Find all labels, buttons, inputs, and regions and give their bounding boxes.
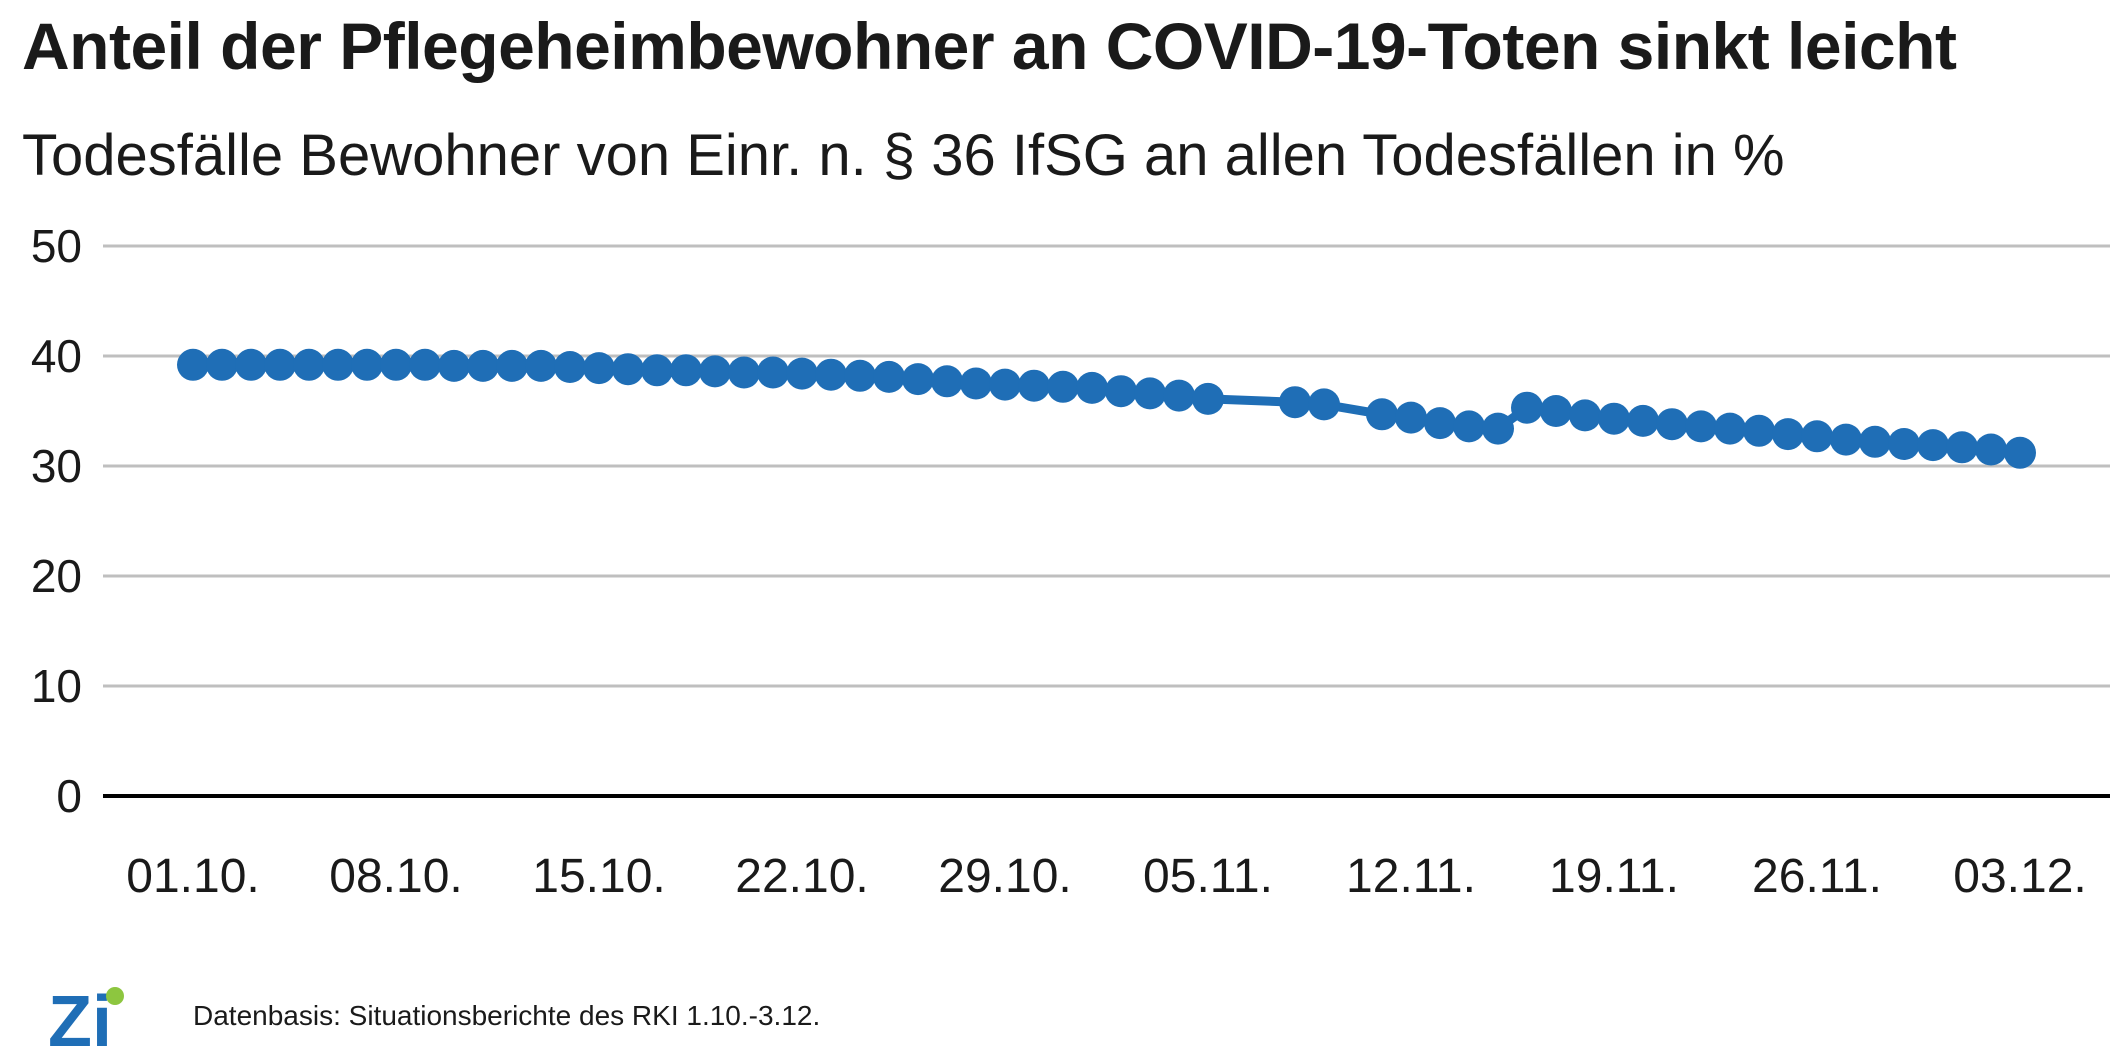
data-point — [612, 353, 644, 386]
data-point — [1047, 370, 1079, 403]
data-point — [728, 356, 760, 389]
grid-lines — [103, 244, 2110, 798]
x-tick-label: 19.11. — [1549, 850, 1679, 903]
data-point — [1656, 408, 1688, 441]
data-point — [670, 354, 702, 387]
data-point — [873, 360, 905, 393]
data-point — [496, 349, 528, 382]
data-point — [1598, 402, 1630, 435]
data-point — [1366, 398, 1398, 431]
data-point — [1453, 410, 1485, 443]
data-point — [931, 365, 963, 398]
x-tick-label: 15.10. — [532, 850, 665, 903]
data-point — [1830, 423, 1862, 456]
zi-logo-text: Zi — [48, 982, 112, 1050]
data-point — [1685, 410, 1717, 443]
data-point — [1627, 404, 1659, 437]
x-tick-label: 08.10. — [329, 850, 462, 903]
data-point — [1743, 414, 1775, 447]
data-point — [1917, 429, 1949, 462]
data-point — [699, 355, 731, 388]
data-point — [1308, 388, 1340, 421]
data-point — [206, 348, 238, 381]
x-axis-ticks: 01.10. 08.10. 15.10. 22.10. 29.10. 05.11. 12.1… — [126, 850, 2086, 903]
data-point — [1134, 377, 1166, 410]
data-point — [1859, 425, 1891, 458]
data-point — [177, 348, 209, 381]
x-tick-label: 03.12. — [1953, 850, 2086, 903]
data-point — [989, 368, 1021, 401]
data-point — [1192, 382, 1224, 415]
data-point — [1946, 431, 1978, 464]
data-point — [815, 358, 847, 391]
data-point — [380, 348, 412, 381]
zi-logo-dot — [106, 987, 124, 1005]
data-point — [293, 348, 325, 381]
data-source-note: Datenbasis: Situationsberichte des RKI 1… — [193, 1000, 821, 1031]
data-point — [1975, 433, 2007, 466]
y-tick-label: 10 — [31, 660, 82, 712]
data-point — [525, 349, 557, 382]
data-point — [1395, 401, 1427, 434]
data-point — [1714, 412, 1746, 445]
data-point — [1772, 418, 1804, 451]
zi-logo: Zi — [48, 982, 124, 1050]
data-point — [641, 354, 673, 387]
data-point — [583, 352, 615, 385]
data-point — [960, 367, 992, 400]
x-tick-label: 01.10. — [126, 850, 259, 903]
chart-title: Anteil der Pflegeheimbewohner an COVID-1… — [22, 9, 1957, 83]
data-point — [467, 349, 499, 382]
data-point — [1540, 395, 1572, 427]
data-point — [844, 359, 876, 392]
data-point — [1076, 371, 1108, 404]
data-point — [322, 348, 354, 381]
data-point — [1482, 412, 1514, 445]
x-tick-label: 22.10. — [735, 850, 868, 903]
x-tick-label: 26.11. — [1752, 850, 1882, 903]
data-point — [235, 348, 267, 381]
data-point — [554, 351, 586, 383]
y-tick-label: 50 — [31, 220, 82, 272]
data-point — [1888, 428, 1920, 460]
x-tick-label: 29.10. — [938, 850, 1071, 903]
data-point — [351, 348, 383, 381]
data-point — [1569, 399, 1601, 432]
y-tick-label: 20 — [31, 550, 82, 602]
chart-subtitle: Todesfälle Bewohner von Einr. n. § 36 If… — [22, 123, 1785, 188]
data-point — [409, 348, 441, 381]
data-points — [177, 348, 2036, 469]
data-point — [2004, 436, 2036, 469]
data-point — [1163, 379, 1195, 412]
data-point — [1018, 369, 1050, 402]
y-tick-label: 40 — [31, 330, 82, 382]
data-point — [1105, 375, 1137, 408]
y-tick-label: 30 — [31, 440, 82, 492]
data-point — [264, 348, 296, 381]
x-tick-label: 12.11. — [1346, 850, 1476, 903]
y-tick-label: 0 — [56, 770, 82, 822]
data-point — [1424, 407, 1456, 440]
y-axis-ticks: 0 10 20 30 40 50 — [31, 220, 82, 822]
data-point — [902, 363, 934, 396]
data-point — [1801, 420, 1833, 453]
data-point — [1511, 391, 1543, 424]
data-point — [757, 356, 789, 389]
data-point — [786, 357, 818, 390]
data-point — [438, 349, 470, 382]
x-tick-label: 05.11. — [1143, 850, 1273, 903]
data-point — [1279, 386, 1311, 419]
